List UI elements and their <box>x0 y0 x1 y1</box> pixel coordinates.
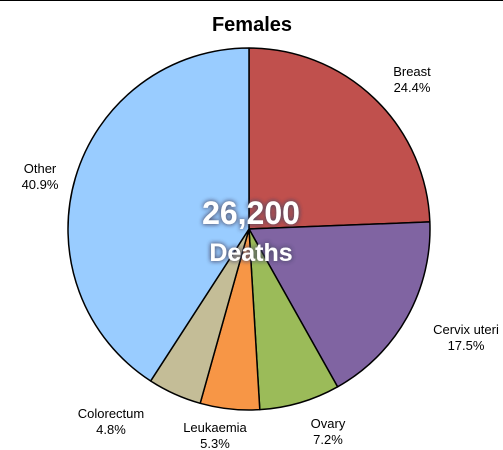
top-border <box>0 0 503 1</box>
center-label: Deaths <box>209 239 292 267</box>
pie-slices <box>67 47 431 411</box>
pie-slice-other <box>67 47 250 382</box>
slice-label-name: Cervix uteri <box>433 322 499 337</box>
slice-label-percent: 4.8% <box>96 422 126 437</box>
slice-label-name: Leukaemia <box>183 420 247 435</box>
slice-label-percent: 40.9% <box>22 177 59 192</box>
center-value: 26,200 <box>202 195 300 231</box>
slice-label-name: Ovary <box>311 416 346 431</box>
slice-label-percent: 5.3% <box>200 436 230 450</box>
slice-label-percent: 17.5% <box>448 338 485 353</box>
slice-label-percent: 7.2% <box>313 432 343 447</box>
slice-label-percent: 24.4% <box>394 80 431 95</box>
pie-slice-cervix-uteri <box>248 221 431 388</box>
slice-label-name: Colorectum <box>78 406 144 421</box>
chart-title: Females <box>212 14 292 36</box>
slice-label-name: Breast <box>393 64 431 79</box>
slice-label-name: Other <box>24 161 57 176</box>
pie-slice-breast <box>248 47 431 230</box>
